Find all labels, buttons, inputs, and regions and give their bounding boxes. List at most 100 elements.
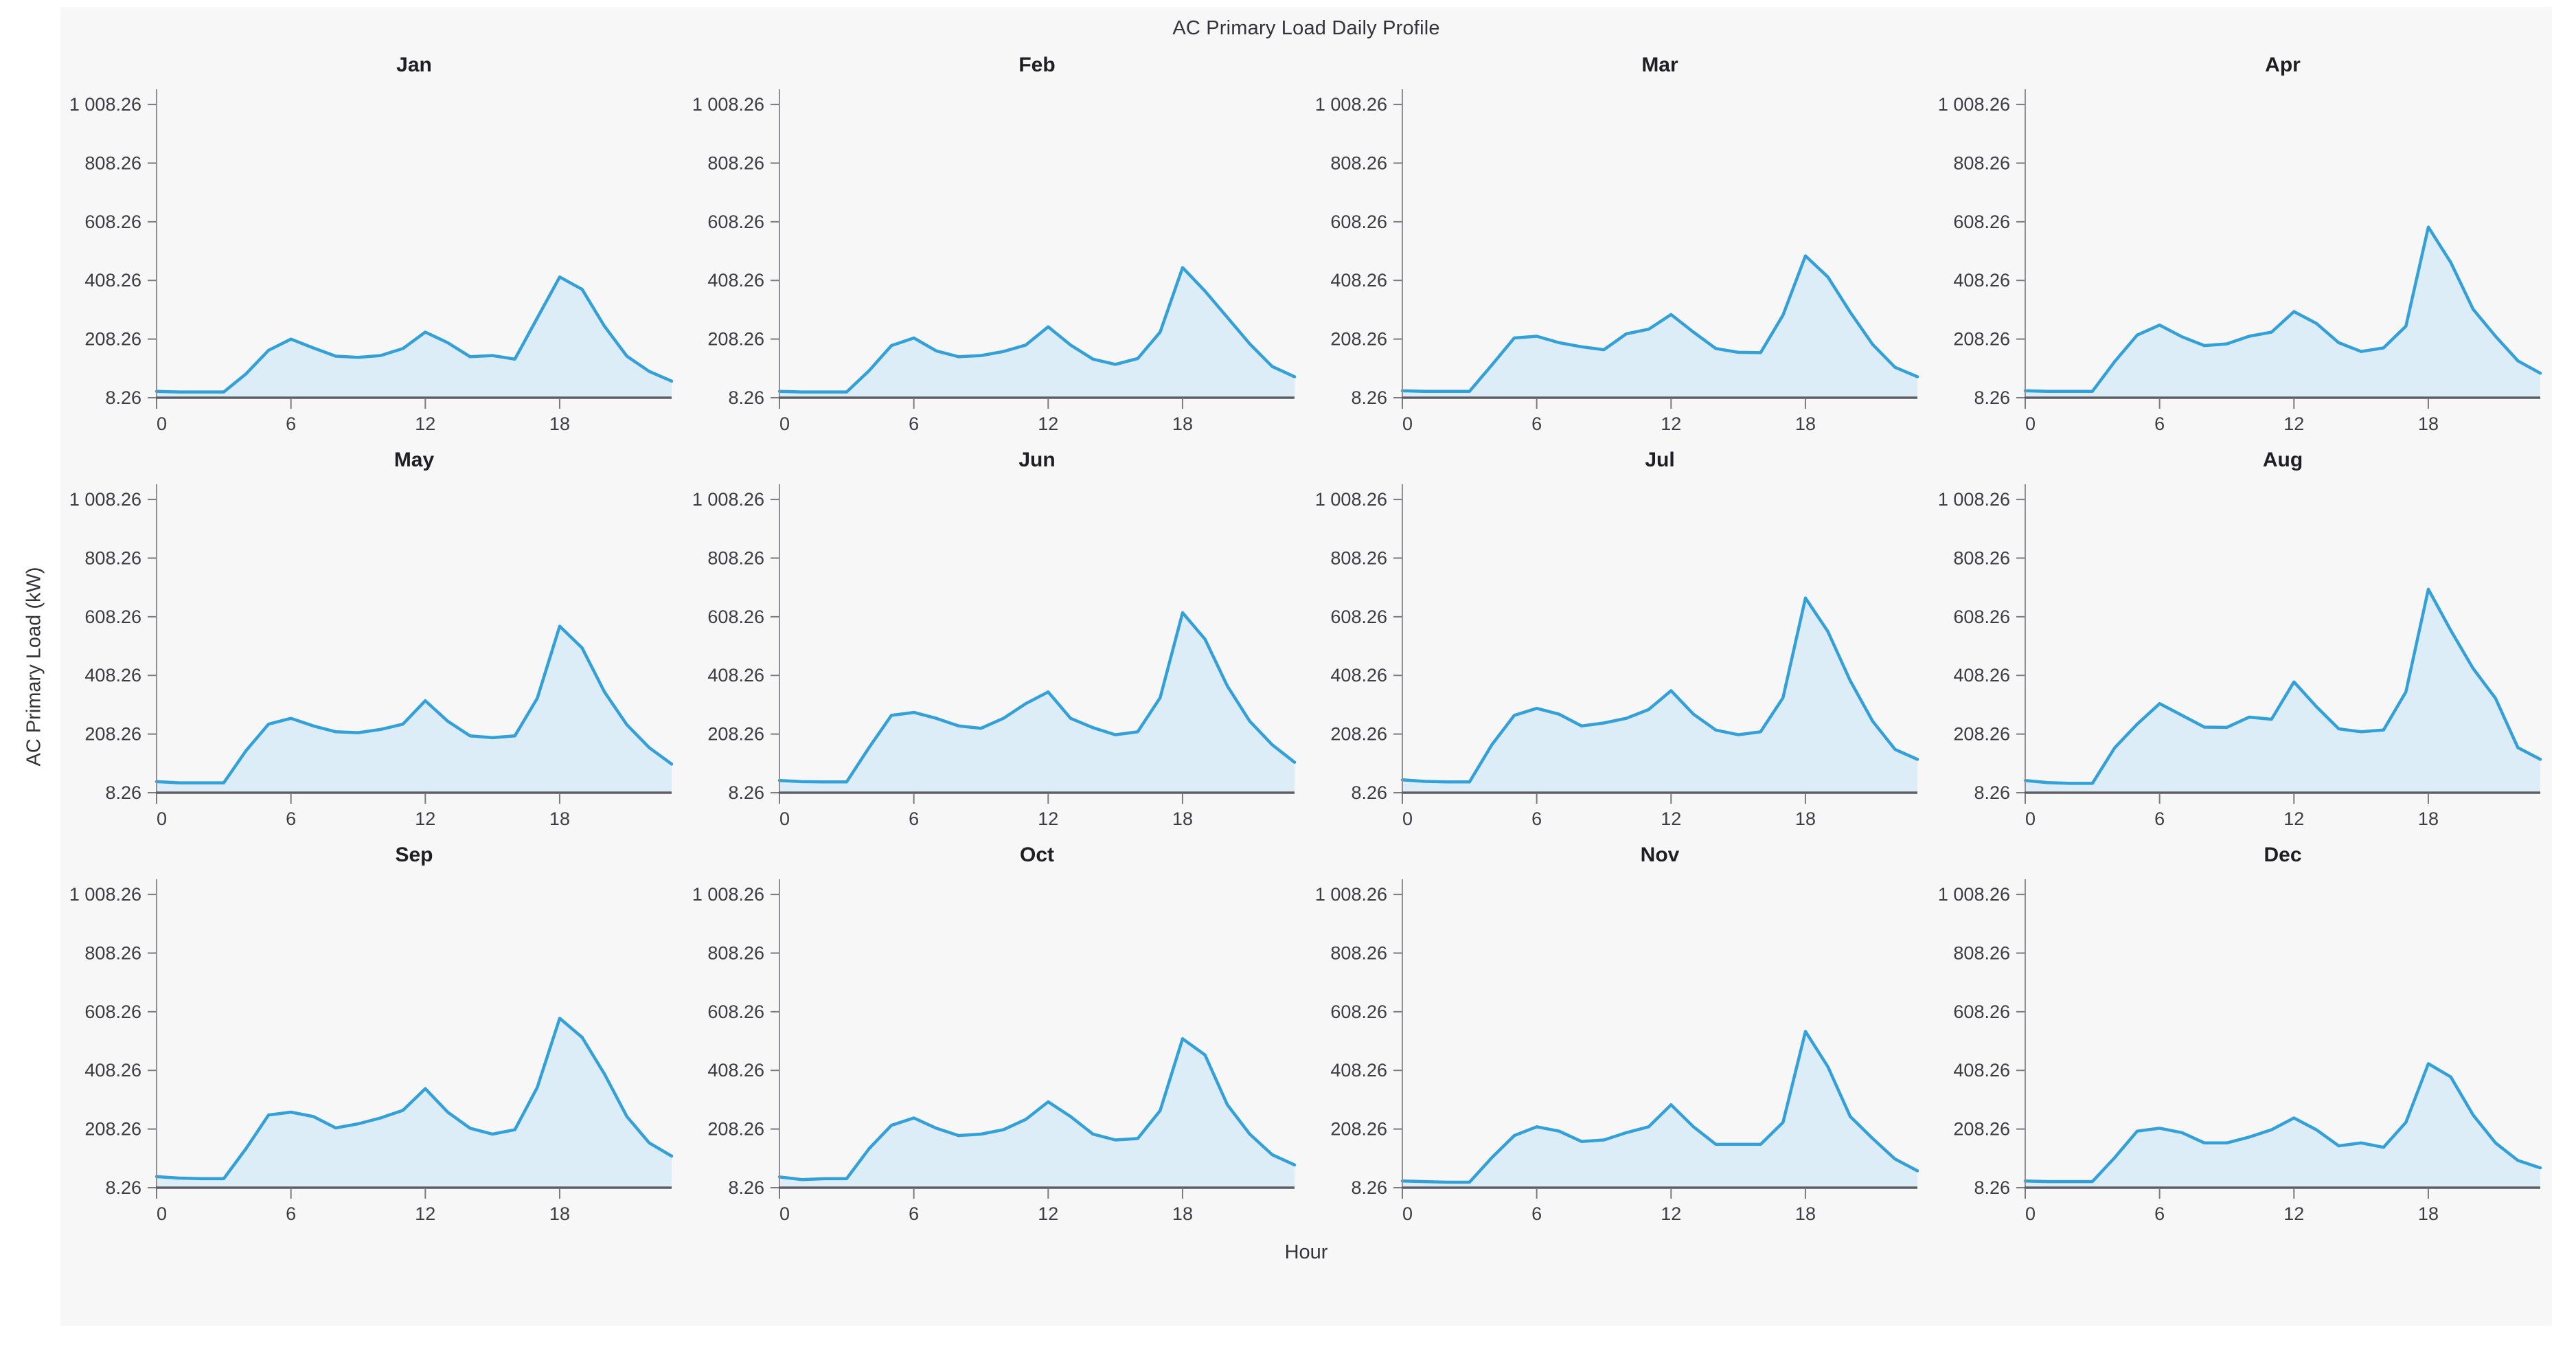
y-tick-label: 208.26 — [707, 1119, 764, 1140]
x-tick-label: 6 — [2154, 809, 2165, 829]
area-fill — [1402, 598, 1917, 793]
subplot-aug: Aug 8.26 208.26 408.26 608.26 808.26 1 008.26 0… — [1938, 449, 2542, 829]
y-tick-label: 408.26 — [1330, 270, 1387, 291]
y-tick-label: 408.26 — [1953, 665, 2010, 686]
panel-dec: Dec 8.26 208.26 408.26 608.26 808.26 1 008.26 0… — [1929, 839, 2552, 1234]
y-tick-label: 8.26 — [1351, 782, 1387, 803]
x-tick-label: 18 — [1795, 414, 1816, 434]
panel-jul: Jul 8.26 208.26 408.26 608.26 808.26 1 008.26 0… — [1306, 444, 1929, 839]
y-tick-label: 408.26 — [707, 1060, 764, 1081]
area-fill — [1402, 1031, 1917, 1188]
load-line — [777, 1037, 1297, 1182]
load-line — [2023, 1062, 2542, 1184]
x-tick-label: 6 — [286, 414, 296, 434]
x-tick-label: 12 — [1038, 1203, 1058, 1224]
x-tick-label: 6 — [1531, 809, 1542, 829]
subplot-oct: Oct 8.26 208.26 408.26 608.26 808.26 1 008.26 0… — [692, 844, 1297, 1224]
y-tick-label: 208.26 — [1330, 724, 1387, 745]
panel-jan: Jan 8.26 208.26 408.26 608.26 808.26 1 008.26 0… — [60, 49, 683, 444]
panel-title: Feb — [1018, 54, 1055, 76]
area-fill — [157, 277, 672, 398]
subplot-feb: Feb 8.26 208.26 408.26 608.26 808.26 1 008.26 0… — [692, 54, 1297, 434]
y-tick-label: 1 008.26 — [1938, 884, 2010, 905]
y-tick-label: 1 008.26 — [1315, 884, 1387, 905]
x-tick-label: 18 — [549, 809, 570, 829]
x-tick-label: 18 — [2418, 414, 2439, 434]
x-tick-label: 0 — [2025, 1203, 2036, 1224]
y-tick-label: 408.26 — [1330, 1060, 1387, 1081]
x-tick-label: 18 — [1172, 414, 1193, 434]
y-tick-label: 1 008.26 — [69, 489, 141, 510]
x-tick-label: 12 — [1661, 809, 1681, 829]
y-tick-label: 1 008.26 — [69, 884, 141, 905]
x-tick-label: 6 — [909, 414, 919, 434]
y-tick-label: 408.26 — [1953, 270, 2010, 291]
subplot-jan: Jan 8.26 208.26 408.26 608.26 808.26 1 008.26 0… — [69, 54, 674, 434]
y-tick-label: 808.26 — [1330, 152, 1387, 173]
y-tick-label: 408.26 — [84, 270, 141, 291]
y-tick-label: 1 008.26 — [69, 94, 141, 115]
x-tick-label: 12 — [415, 809, 435, 829]
x-tick-label: 0 — [1402, 809, 1413, 829]
x-tick-label: 12 — [2283, 414, 2304, 434]
y-tick-label: 1 008.26 — [692, 884, 764, 905]
x-tick-label: 0 — [157, 1203, 167, 1224]
y-tick-label: 208.26 — [1330, 329, 1387, 350]
x-axis-label: Hour — [1284, 1241, 1328, 1263]
y-tick-label: 8.26 — [1974, 1177, 2010, 1198]
y-tick-label: 208.26 — [84, 329, 141, 350]
area-fill — [779, 267, 1295, 398]
panel-feb: Feb 8.26 208.26 408.26 608.26 808.26 1 008.26 0… — [683, 49, 1306, 444]
y-tick-label: 808.26 — [707, 152, 764, 173]
y-tick-label: 8.26 — [105, 387, 141, 408]
y-tick-label: 208.26 — [84, 1119, 141, 1140]
panel-title: Jan — [396, 54, 432, 76]
y-tick-label: 8.26 — [1351, 1177, 1387, 1198]
load-line — [777, 611, 1297, 784]
panel-jun: Jun 8.26 208.26 408.26 608.26 808.26 1 008.26 0… — [683, 444, 1306, 839]
x-tick-label: 0 — [157, 809, 167, 829]
panel-sep: Sep 8.26 208.26 408.26 608.26 808.26 1 008.26 0… — [60, 839, 683, 1234]
load-line — [155, 624, 674, 784]
panel-title: May — [394, 449, 435, 471]
x-tick-label: 12 — [2283, 1203, 2304, 1224]
area-fill — [2025, 589, 2540, 793]
y-tick-label: 8.26 — [1974, 387, 2010, 408]
y-tick-label: 808.26 — [707, 942, 764, 963]
y-tick-label: 1 008.26 — [1315, 489, 1387, 510]
y-tick-label: 208.26 — [1953, 724, 2010, 745]
load-line — [1400, 596, 1919, 784]
area-fill — [2025, 227, 2540, 398]
area-fill — [157, 1018, 672, 1188]
x-tick-label: 18 — [2418, 809, 2439, 829]
y-tick-label: 208.26 — [1330, 1119, 1387, 1140]
y-tick-label: 608.26 — [84, 1002, 141, 1022]
y-tick-label: 8.26 — [1351, 387, 1387, 408]
y-tick-label: 8.26 — [105, 1177, 141, 1198]
area-fill — [2025, 1063, 2540, 1188]
x-tick-label: 6 — [909, 809, 919, 829]
y-axis-label-text: AC Primary Load (kW) — [23, 566, 45, 767]
panel-nov: Nov 8.26 208.26 408.26 608.26 808.26 1 008.26 0… — [1306, 839, 1929, 1234]
y-tick-label: 808.26 — [84, 547, 141, 568]
y-tick-label: 808.26 — [84, 942, 141, 963]
subplot-sep: Sep 8.26 208.26 408.26 608.26 808.26 1 008.26 0… — [69, 844, 674, 1224]
y-tick-label: 408.26 — [707, 665, 764, 686]
y-tick-label: 808.26 — [1330, 547, 1387, 568]
subplot-nov: Nov 8.26 208.26 408.26 608.26 808.26 1 008.26 0… — [1315, 844, 1919, 1224]
x-tick-label: 18 — [1172, 1203, 1193, 1224]
panel-title: Apr — [2265, 54, 2301, 76]
x-tick-label: 18 — [1172, 809, 1193, 829]
load-line — [155, 1017, 674, 1181]
x-tick-label: 0 — [779, 809, 790, 829]
y-tick-label: 608.26 — [707, 212, 764, 232]
y-tick-label: 808.26 — [84, 152, 141, 173]
y-tick-label: 1 008.26 — [692, 489, 764, 510]
y-tick-label: 408.26 — [707, 270, 764, 291]
x-tick-label: 12 — [1661, 414, 1681, 434]
y-axis-label: AC Primary Load (kW) — [12, 7, 56, 1326]
load-line — [777, 266, 1297, 394]
panel-aug: Aug 8.26 208.26 408.26 608.26 808.26 1 008.26 0… — [1929, 444, 2552, 839]
y-tick-label: 208.26 — [1953, 1119, 2010, 1140]
subplot-jun: Jun 8.26 208.26 408.26 608.26 808.26 1 008.26 0… — [692, 449, 1297, 829]
